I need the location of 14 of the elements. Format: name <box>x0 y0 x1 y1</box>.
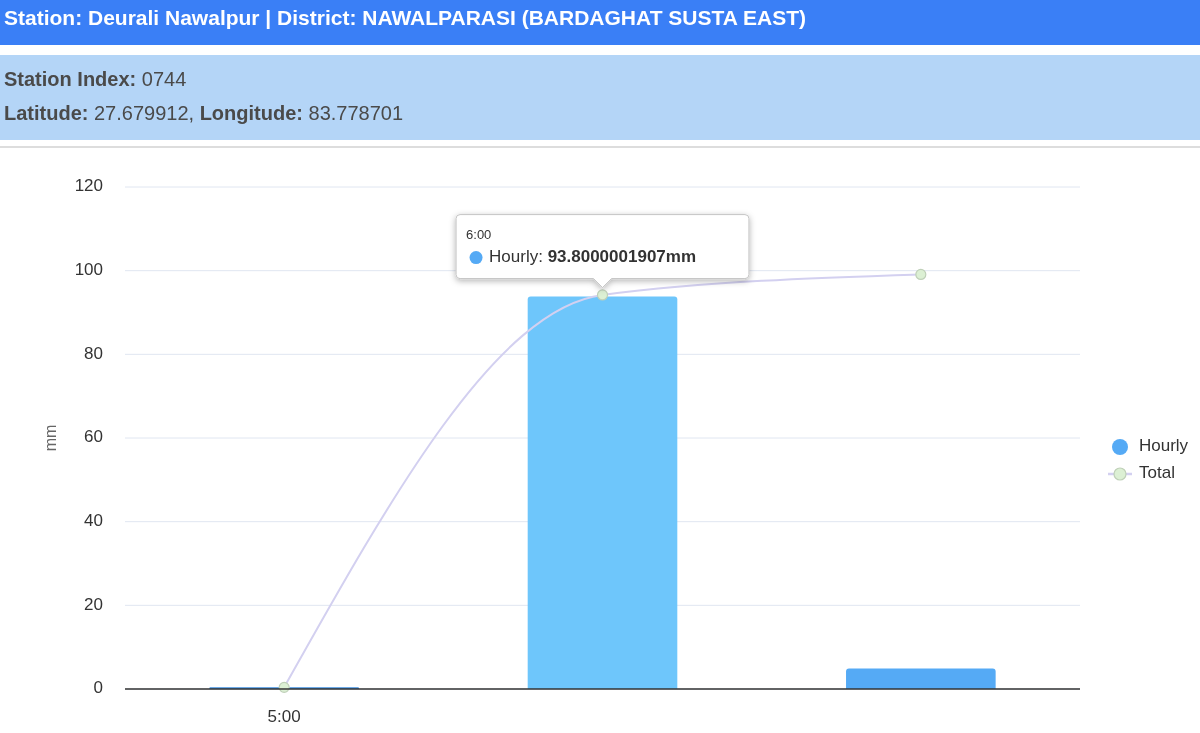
y-tick-label: 80 <box>84 343 103 363</box>
legend-label: Hourly <box>1139 436 1189 456</box>
text: Station Index: 0744 Latitude: 27.679912, Longitude: 83.778701 <box>4 68 404 125</box>
y-axis-title: mm <box>42 424 60 452</box>
y-tick-label: 120 <box>74 176 103 196</box>
y-tick-label: 60 <box>84 427 103 447</box>
chart-title: Station: Deurali Nawalpur | District: NAWALPARASI (BARDAGHAT SUSTA EAST) <box>4 5 806 29</box>
x-tick-label: 5:00 <box>267 707 301 727</box>
y-tick-label: 0 <box>93 678 103 698</box>
y-tick-label: 40 <box>84 511 103 531</box>
y-tick-label: 20 <box>84 594 103 614</box>
legend-label: Total <box>1139 463 1175 483</box>
annotation: 6:00 Hourly: 93.8000001907mm <box>466 227 697 267</box>
y-tick-label: 100 <box>74 260 103 280</box>
